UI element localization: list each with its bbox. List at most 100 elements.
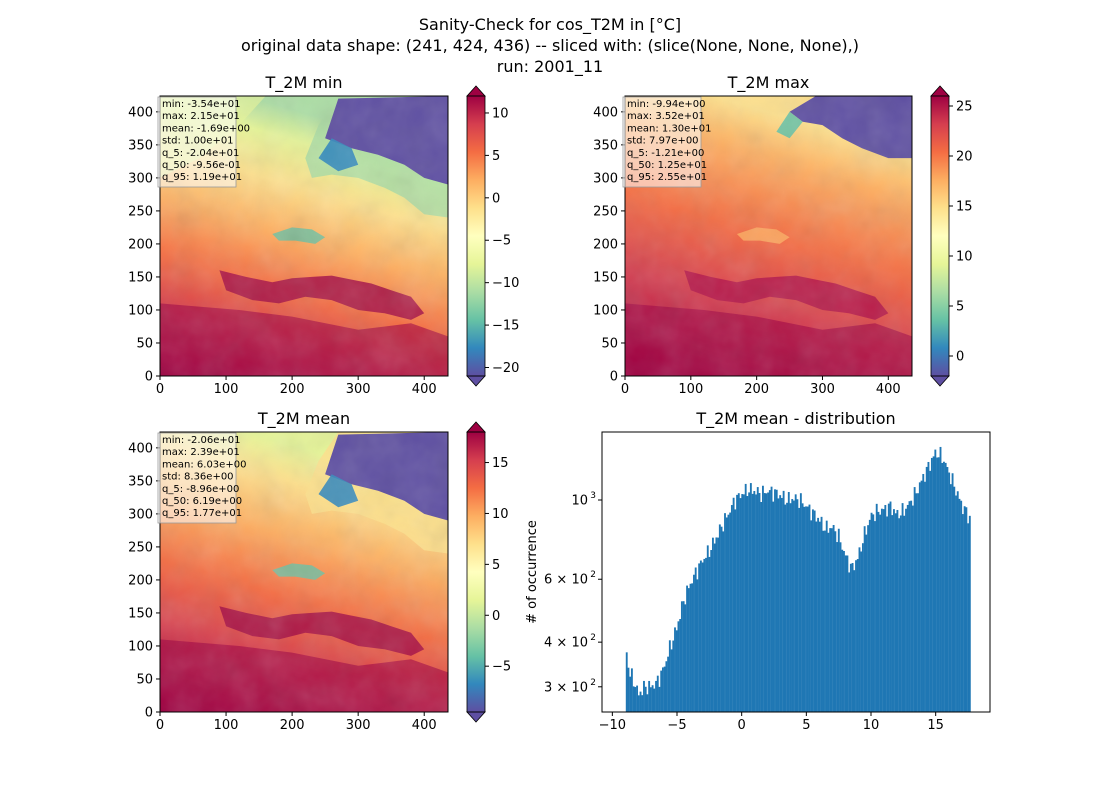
y-tick-label: 300 (128, 171, 153, 186)
axes-frame (624, 95, 913, 377)
y-tick-label: 50 (601, 336, 618, 351)
histogram-bar (711, 537, 714, 712)
histogram-bar (680, 601, 683, 712)
y-tick-label: 100 (128, 639, 153, 654)
y-tick-exponent: 2 (590, 570, 596, 580)
x-tick-label: 100 (214, 382, 239, 397)
x-tick-label: 100 (678, 382, 703, 397)
histogram-bar (896, 509, 899, 712)
histogram-bar (658, 686, 661, 712)
histogram-bar (755, 494, 757, 712)
colorbar-tick-label: 10 (956, 250, 973, 265)
histogram-bar (736, 494, 739, 712)
histogram-bar (874, 521, 876, 712)
histogram-bar (677, 621, 680, 712)
y-tick-label: 200 (128, 573, 153, 588)
x-tick-label: 400 (412, 382, 437, 397)
histogram-bar (798, 507, 801, 712)
axes-frame (159, 431, 449, 713)
histogram-bar (629, 676, 632, 712)
histogram-bar (749, 483, 752, 712)
histogram-bar (827, 532, 830, 712)
stats-line: mean: 1.30e+01 (627, 123, 711, 134)
suptitle: Sanity-Check for cos_T2M in [°C] origina… (241, 15, 859, 77)
x-tick-label: 300 (346, 382, 371, 397)
histogram-bar (758, 493, 761, 712)
x-tick-label: −5 (667, 718, 686, 733)
y-tick-exponent: 2 (590, 633, 596, 643)
histogram-bar (865, 534, 868, 712)
histogram-bar (860, 551, 863, 712)
histogram-bar (879, 514, 882, 712)
histogram-bar (917, 493, 920, 712)
histogram-bar (818, 521, 821, 712)
histogram-bar (698, 563, 701, 712)
colorbar: 15 10 5 0 −5 (466, 421, 511, 723)
histogram-bar (932, 456, 935, 712)
histogram-bar (730, 505, 733, 712)
histogram-bar (820, 516, 823, 712)
histogram-bar (960, 500, 963, 712)
histogram-bar (891, 515, 894, 712)
histogram-bar (941, 462, 944, 712)
y-tick-label: 100 (593, 303, 618, 318)
histogram-bar (670, 649, 673, 712)
y-tick-label: 250 (128, 204, 153, 219)
histogram-bar (675, 630, 678, 712)
suptitle-line-1: Sanity-Check for cos_T2M in [°C] (419, 15, 681, 35)
histogram-bar (741, 494, 744, 712)
histogram-bar (796, 499, 799, 712)
colorbar-tick-label: 5 (956, 300, 964, 315)
histogram-bar (641, 695, 644, 712)
histogram-bar (668, 640, 671, 712)
histogram-bar (841, 549, 844, 712)
histogram-bar (803, 506, 806, 712)
histogram-bar (906, 504, 909, 712)
histogram-bar (699, 560, 702, 712)
histogram-bar (799, 493, 802, 712)
histogram-bar (894, 513, 897, 712)
histogram-bar (643, 680, 645, 712)
histogram-bar (727, 514, 730, 712)
colorbar-tick-label: 10 (492, 106, 509, 121)
histogram-bar (943, 461, 945, 712)
suptitle-line-3: run: 2001_11 (497, 57, 603, 77)
histogram-bar (834, 531, 837, 712)
histogram-bar (922, 473, 925, 712)
colorbar-tick-label: 20 (956, 150, 973, 165)
colorbar-tick-label: 0 (492, 191, 500, 206)
histogram-bar (701, 562, 704, 712)
histogram-bar (872, 514, 875, 712)
y-tick-exponent: 2 (590, 678, 596, 688)
histogram-bar (920, 480, 923, 712)
histogram-bar (889, 501, 892, 712)
histogram-bar (853, 570, 856, 712)
panel-title: T_2M max (727, 73, 810, 93)
y-tick-label: 250 (593, 204, 618, 219)
histogram-bar (822, 530, 825, 712)
y-tick-label: 200 (128, 237, 153, 252)
histogram-bar (913, 487, 916, 712)
histogram-bar (867, 525, 870, 712)
histogram-bar (924, 481, 926, 712)
histogram-bar (720, 526, 723, 712)
histogram-bar (651, 685, 654, 712)
stats-line: q_5: -2.04e+01 (162, 148, 239, 159)
histogram-bar (868, 519, 871, 712)
stats-line: max: 2.15e+01 (162, 111, 240, 122)
histogram-bar (725, 517, 728, 712)
histogram-bar (693, 574, 695, 712)
histogram-bar (753, 490, 756, 712)
histogram-bar (739, 498, 742, 712)
histogram-bar (708, 556, 711, 712)
histogram-bar (863, 526, 866, 712)
histogram-bar (775, 489, 778, 712)
heatmap-image (625, 96, 912, 376)
y-tick-label: 350 (128, 138, 153, 153)
y-tick-label: 150 (128, 270, 153, 285)
y-tick-label: 0 (145, 370, 153, 385)
histogram-bar (910, 500, 913, 712)
histogram-bar (639, 691, 642, 712)
x-tick-label: 100 (214, 718, 239, 733)
histogram-bar (706, 545, 709, 712)
